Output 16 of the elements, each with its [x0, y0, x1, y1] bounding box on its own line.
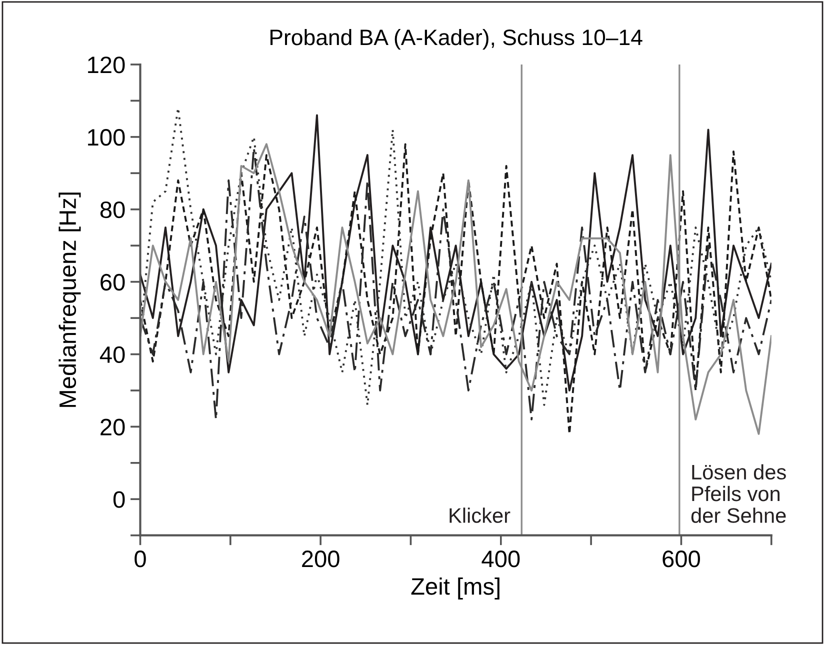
y-tick-label: 60	[100, 274, 125, 291]
x-tick-label: 0	[134, 550, 146, 568]
y-tick-label: 20	[100, 418, 125, 436]
x-tick-label: 200	[302, 550, 340, 568]
y-tick-label: 0	[113, 491, 125, 508]
x-tick-label: 600	[662, 550, 700, 568]
y-tick-label: 120	[88, 56, 125, 74]
x-axis-title: Zeit [ms]	[411, 578, 500, 600]
y-axis-title: Medianfrequenz [Hz]	[58, 192, 81, 407]
ref-line-label: Klicker	[450, 508, 510, 523]
chart-title: Proband BA (A-Kader), Schuss 10–14	[270, 28, 642, 50]
y-tick-label: 80	[100, 201, 125, 218]
x-tick-label: 400	[482, 550, 520, 568]
ref-line-label: Lösen des Pfeils von der Sehne	[691, 464, 786, 523]
y-tick-label: 100	[88, 129, 125, 146]
y-tick-label: 40	[100, 346, 125, 364]
